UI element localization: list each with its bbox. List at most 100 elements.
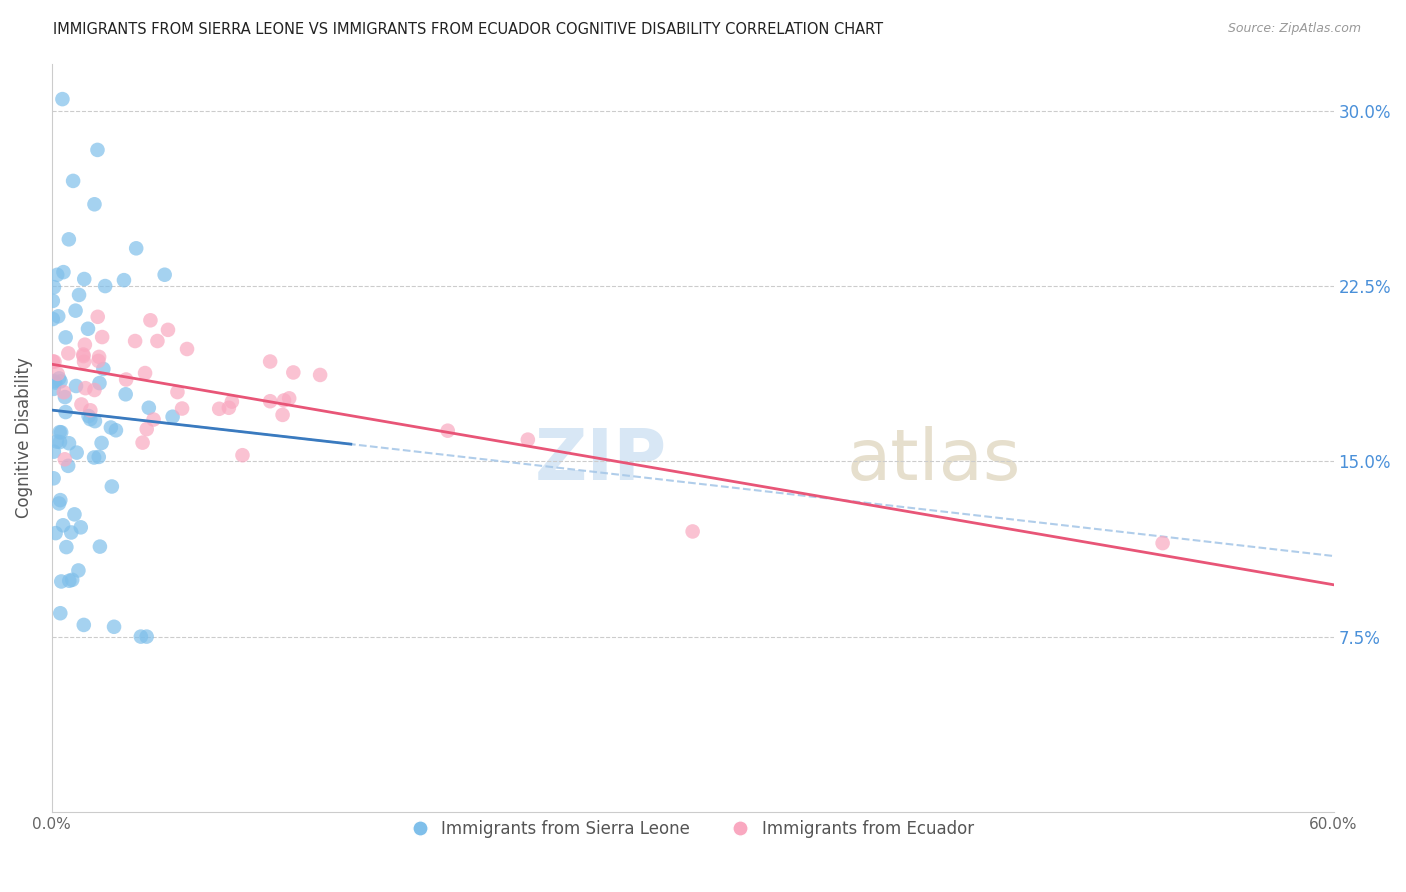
Point bbox=[56, 458, 79, 473]
Point bbox=[67, 288, 90, 302]
Point bbox=[73, 272, 96, 286]
Point bbox=[516, 433, 538, 447]
Point bbox=[42, 382, 65, 396]
Text: IMMIGRANTS FROM SIERRA LEONE VS IMMIGRANTS FROM ECUADOR COGNITIVE DISABILITY COR: IMMIGRANTS FROM SIERRA LEONE VS IMMIGRAN… bbox=[53, 22, 883, 37]
Point bbox=[682, 524, 704, 539]
Point bbox=[273, 393, 295, 408]
Point bbox=[79, 412, 101, 426]
Point bbox=[42, 293, 65, 308]
Point bbox=[129, 630, 152, 644]
Point bbox=[283, 366, 305, 380]
Point bbox=[55, 330, 77, 344]
Point bbox=[63, 508, 86, 522]
Point bbox=[115, 372, 138, 386]
Point bbox=[49, 493, 72, 508]
Point bbox=[58, 436, 80, 450]
Point bbox=[208, 401, 231, 416]
Point bbox=[77, 322, 100, 336]
Point bbox=[69, 520, 91, 534]
Point bbox=[172, 401, 194, 416]
Point bbox=[176, 342, 198, 356]
Point bbox=[135, 422, 157, 436]
Point bbox=[112, 273, 135, 287]
Point bbox=[259, 354, 281, 368]
Point bbox=[83, 450, 105, 465]
Text: ZIP: ZIP bbox=[534, 425, 666, 495]
Point bbox=[436, 424, 458, 438]
Point bbox=[87, 350, 110, 364]
Point bbox=[100, 420, 122, 434]
Point bbox=[91, 330, 114, 344]
Point bbox=[72, 347, 94, 361]
Point bbox=[72, 349, 94, 363]
Point bbox=[58, 346, 80, 360]
Point bbox=[124, 334, 146, 348]
Point bbox=[138, 401, 160, 415]
Point bbox=[49, 606, 72, 620]
Point bbox=[278, 392, 301, 406]
Point bbox=[79, 403, 101, 417]
Point bbox=[46, 268, 69, 282]
Point bbox=[46, 310, 69, 324]
Point bbox=[60, 525, 83, 540]
Point bbox=[153, 268, 176, 282]
Point bbox=[1152, 536, 1174, 550]
Point bbox=[42, 312, 65, 326]
Point bbox=[83, 197, 105, 211]
Point bbox=[55, 540, 77, 554]
Point bbox=[45, 526, 67, 541]
Point bbox=[44, 355, 66, 369]
Point bbox=[131, 435, 153, 450]
Point bbox=[87, 450, 110, 464]
Point bbox=[271, 408, 294, 422]
Point bbox=[75, 381, 97, 395]
Text: Source: ZipAtlas.com: Source: ZipAtlas.com bbox=[1227, 22, 1361, 36]
Point bbox=[52, 385, 75, 400]
Point bbox=[60, 573, 83, 587]
Point bbox=[93, 362, 115, 376]
Point bbox=[49, 435, 72, 450]
Point bbox=[46, 367, 69, 381]
Point bbox=[52, 265, 75, 279]
Point bbox=[49, 375, 72, 389]
Point bbox=[86, 143, 108, 157]
Point bbox=[53, 390, 76, 404]
Point bbox=[101, 479, 124, 493]
Point bbox=[48, 496, 70, 510]
Point bbox=[104, 423, 127, 437]
Point bbox=[45, 434, 67, 449]
Point bbox=[52, 518, 75, 533]
Point bbox=[65, 303, 87, 318]
Y-axis label: Cognitive Disability: Cognitive Disability bbox=[15, 358, 32, 518]
Point bbox=[44, 376, 66, 390]
Point bbox=[51, 574, 73, 589]
Point bbox=[42, 280, 65, 294]
Point bbox=[77, 409, 100, 423]
Point bbox=[90, 436, 112, 450]
Point bbox=[51, 92, 73, 106]
Point bbox=[55, 405, 77, 419]
Point bbox=[42, 374, 65, 388]
Point bbox=[94, 279, 117, 293]
Point bbox=[139, 313, 162, 327]
Point bbox=[156, 323, 179, 337]
Point bbox=[221, 394, 243, 409]
Point bbox=[89, 540, 111, 554]
Point bbox=[67, 564, 90, 578]
Point bbox=[135, 630, 157, 644]
Point bbox=[142, 412, 165, 426]
Point bbox=[51, 425, 73, 440]
Point bbox=[84, 414, 107, 428]
Point bbox=[146, 334, 169, 348]
Point bbox=[66, 445, 89, 459]
Point bbox=[65, 379, 87, 393]
Point bbox=[42, 471, 65, 485]
Point bbox=[309, 368, 332, 382]
Point bbox=[73, 337, 96, 351]
Point bbox=[48, 371, 70, 385]
Point bbox=[42, 444, 65, 458]
Point bbox=[89, 376, 111, 390]
Point bbox=[83, 383, 105, 397]
Text: atlas: atlas bbox=[846, 425, 1021, 495]
Point bbox=[70, 397, 93, 411]
